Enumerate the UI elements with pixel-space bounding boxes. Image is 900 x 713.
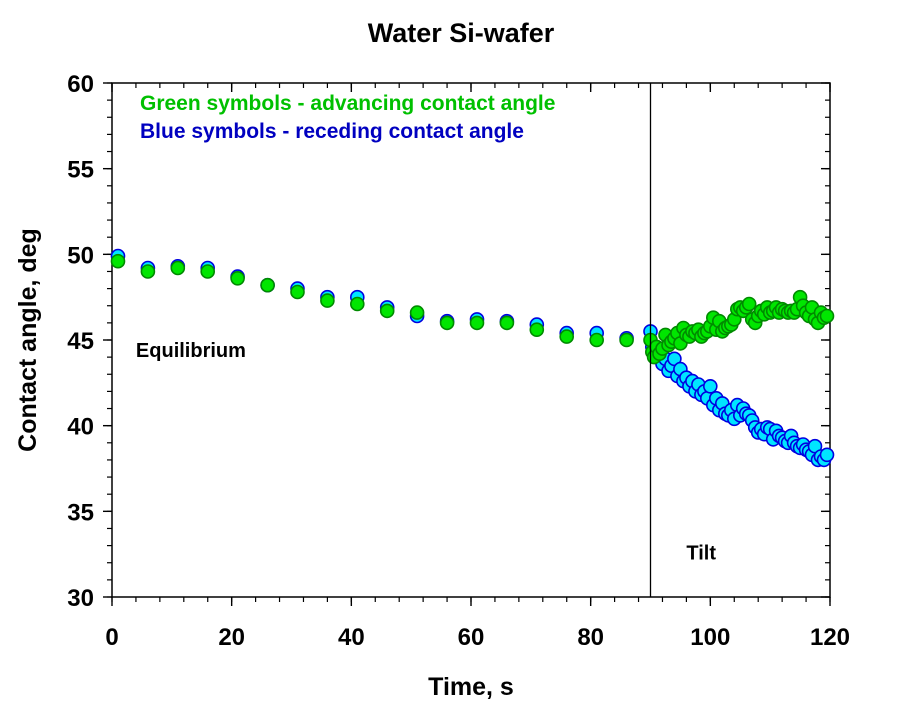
advancing-point xyxy=(559,329,575,344)
advancing-point xyxy=(110,253,126,269)
advancing-point xyxy=(741,296,757,312)
y-tick-label: 50 xyxy=(67,242,94,269)
advancing-point xyxy=(469,315,485,331)
advancing-point xyxy=(290,284,305,300)
advancing-point xyxy=(619,332,634,348)
advancing-point xyxy=(379,303,395,319)
annotation-tilt: Tilt xyxy=(686,542,716,564)
series-advancing xyxy=(110,253,835,365)
y-tick-label: 60 xyxy=(67,71,94,98)
x-axis-label: Time, s xyxy=(428,673,514,701)
legend-advancing: Green symbols - advancing contact angle xyxy=(140,92,555,115)
chart-title: Water Si-wafer xyxy=(368,18,555,48)
advancing-point xyxy=(230,270,245,286)
advancing-point xyxy=(320,293,335,308)
y-tick-label: 30 xyxy=(67,585,94,612)
major-ticks xyxy=(103,82,831,606)
y-tick-label: 40 xyxy=(67,414,94,441)
advancing-point xyxy=(349,296,365,312)
y-axis-label: Contact angle, deg xyxy=(14,228,42,452)
y-tick-label: 35 xyxy=(67,499,94,526)
annotation-equilibrium: Equilibrium xyxy=(136,340,246,362)
x-tick-label: 40 xyxy=(338,624,365,651)
x-tick-label: 0 xyxy=(105,624,118,651)
tick-labels: 0 20 40 60 80 100 120 30 35 40 45 50 55 60 xyxy=(67,71,850,651)
series-layer xyxy=(110,248,835,468)
advancing-point xyxy=(409,305,425,320)
receding-point xyxy=(819,447,835,463)
y-tick-label: 45 xyxy=(67,328,94,355)
x-tick-label: 100 xyxy=(690,624,730,651)
advancing-point xyxy=(589,332,605,348)
advancing-point xyxy=(439,315,455,331)
legend-receding: Blue symbols - receding contact angle xyxy=(140,120,524,143)
receding-point xyxy=(702,378,718,394)
advancing-point xyxy=(260,277,275,293)
advancing-point xyxy=(529,322,545,338)
advancing-point xyxy=(140,264,156,279)
x-tick-label: 60 xyxy=(458,624,485,651)
advancing-point xyxy=(499,315,515,331)
x-tick-label: 80 xyxy=(577,624,604,651)
advancing-point xyxy=(200,264,215,279)
x-tick-label: 120 xyxy=(810,624,850,651)
advancing-point xyxy=(819,308,835,324)
y-tick-label: 55 xyxy=(67,157,94,184)
advancing-point xyxy=(170,260,186,276)
x-tick-label: 20 xyxy=(218,624,245,651)
